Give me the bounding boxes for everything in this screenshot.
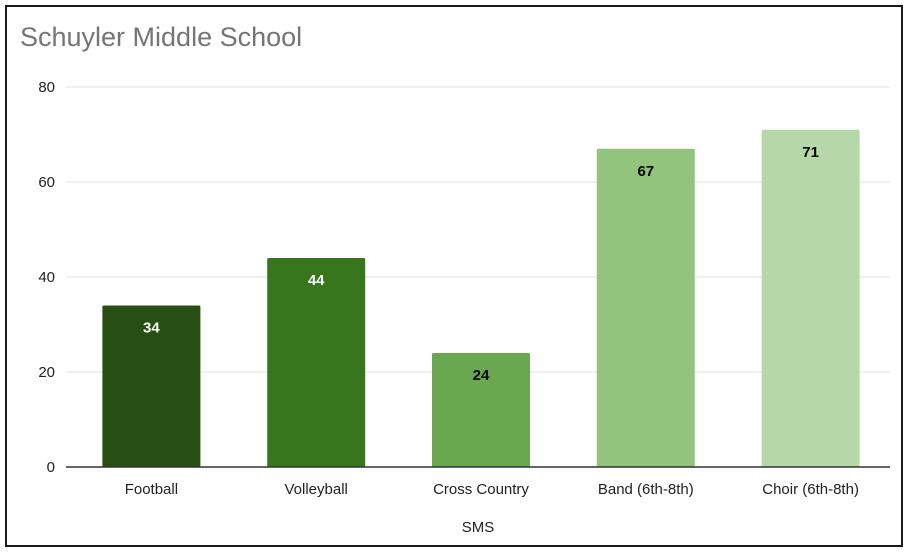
bar-data-label: 71 xyxy=(802,144,819,161)
bar-data-label: 34 xyxy=(143,320,160,337)
x-tick-label: Choir (6th-8th) xyxy=(762,481,859,498)
y-tick-label: 0 xyxy=(47,459,55,476)
x-tick-label: Band (6th-8th) xyxy=(598,481,694,498)
y-tick-label: 80 xyxy=(38,79,55,96)
y-tick-label: 20 xyxy=(38,364,55,381)
bar xyxy=(267,258,365,467)
y-tick-label: 40 xyxy=(38,269,55,286)
bar-data-label: 67 xyxy=(637,163,654,180)
bar-data-labels: 34 44 24 67 71 xyxy=(143,144,819,384)
y-axis-tick-labels: 0 20 40 60 80 xyxy=(38,79,55,476)
bar xyxy=(597,149,695,467)
x-axis-tick-labels: Football Volleyball Cross Country Band (6th… xyxy=(125,481,859,498)
bars xyxy=(102,130,859,467)
bar-data-label: 44 xyxy=(308,272,325,289)
x-tick-label: Cross Country xyxy=(433,481,529,498)
x-tick-label: Volleyball xyxy=(285,481,348,498)
bar xyxy=(762,130,860,467)
y-tick-label: 60 xyxy=(38,174,55,191)
x-axis-title: SMS xyxy=(462,519,495,536)
bar-data-label: 24 xyxy=(473,367,490,384)
x-tick-label: Football xyxy=(125,481,178,498)
